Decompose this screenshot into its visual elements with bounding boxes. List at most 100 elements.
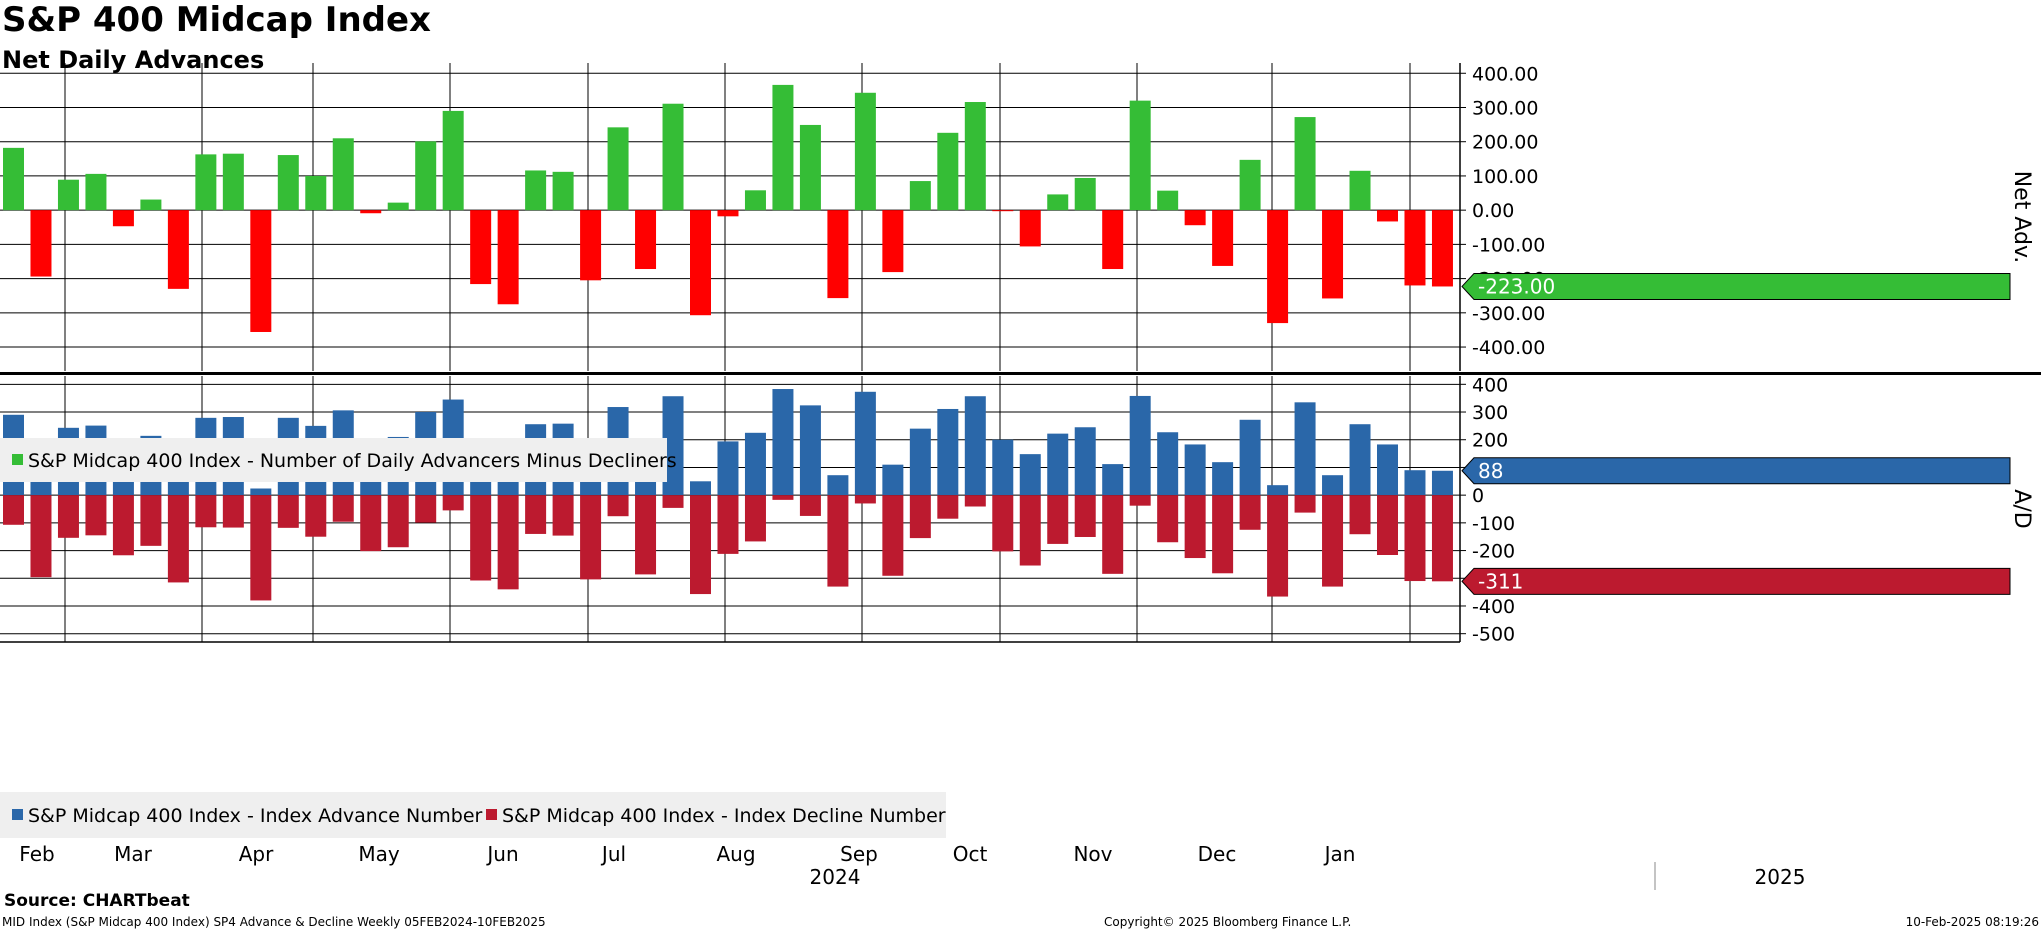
decline-bar	[442, 495, 464, 511]
decline-bar	[112, 495, 134, 556]
net-advance-bar	[112, 210, 134, 227]
y-axis-title: Net Adv.	[2009, 171, 2034, 264]
x-tick-label: Jan	[1323, 842, 1356, 866]
y-tick-label: 0.00	[1472, 200, 1514, 222]
net-advance-bar	[1047, 194, 1069, 211]
net-advance-bar	[607, 127, 629, 211]
advance-bar	[1431, 470, 1453, 496]
top-legend: S&P Midcap 400 Index - Number of Daily A…	[0, 438, 677, 482]
y-axis-title: A/D	[2009, 489, 2034, 528]
decline-bar	[690, 495, 711, 595]
decline-bar	[332, 495, 354, 522]
y-tick-label: 300.00	[1472, 97, 1538, 119]
net-advance-bar	[909, 181, 931, 211]
last-value-tag-decline: -311	[1461, 567, 2011, 595]
decline-bar	[195, 495, 217, 528]
decline-bar	[1294, 495, 1316, 513]
net-advance-bar	[635, 210, 657, 270]
decline-bar	[1129, 495, 1151, 506]
y-tick-label: -500	[1472, 624, 1515, 646]
decline-bar	[799, 495, 821, 516]
x-year-label: 2025	[1755, 865, 1806, 889]
legend-label-net: S&P Midcap 400 Index - Number of Daily A…	[28, 450, 677, 472]
legend-label-decline: S&P Midcap 400 Index - Index Decline Num…	[502, 805, 946, 827]
decline-bar	[964, 495, 986, 507]
net-advance-bar	[1157, 190, 1179, 211]
net-advance-bar	[1267, 210, 1289, 324]
decline-bar	[1239, 495, 1261, 530]
net-advance-bar	[167, 210, 189, 289]
advance-bar	[1074, 427, 1096, 496]
footer-timestamp: 10-Feb-2025 08:19:26	[1905, 915, 2039, 929]
y-tick-label: -400.00	[1472, 337, 1545, 359]
decline-bar	[1074, 495, 1096, 537]
net-advance-bar	[580, 210, 602, 281]
last-value-tag-net-label: -223.00	[1478, 274, 1555, 298]
decline-bar	[1212, 495, 1234, 574]
y-tick-label: -200	[1472, 541, 1515, 563]
legend-background	[0, 792, 946, 838]
y-tick-label: -100	[1472, 513, 1515, 535]
net-advance-bar	[195, 154, 217, 211]
last-value-tags: -223.00 88 -311	[1461, 272, 2011, 595]
x-tick-label: Nov	[1073, 842, 1112, 866]
advance-bar	[1212, 462, 1234, 496]
advance-bar	[744, 432, 766, 496]
net-advance-bar	[1129, 100, 1151, 211]
decline-bar	[277, 495, 299, 528]
x-year-label: 2024	[810, 865, 861, 889]
decline-bar	[717, 495, 739, 554]
decline-bar	[909, 495, 931, 539]
net-advance-bar	[552, 171, 574, 211]
decline-bar	[882, 495, 904, 576]
advance-bar	[1102, 464, 1124, 496]
legends: S&P Midcap 400 Index - Number of Daily A…	[0, 438, 946, 838]
decline-bar	[1157, 495, 1179, 543]
net-advance-bar	[1349, 170, 1371, 211]
x-tick-label: Apr	[239, 842, 274, 866]
legend-label-advance: S&P Midcap 400 Index - Index Advance Num…	[28, 805, 483, 827]
net-advance-bar	[937, 132, 959, 211]
legend-swatch-net	[12, 454, 23, 465]
decline-bar	[607, 495, 629, 517]
x-tick-label: May	[358, 842, 400, 866]
net-advance-bar	[1019, 210, 1041, 247]
net-advance-bar	[1184, 210, 1206, 226]
decline-bar	[1322, 495, 1344, 587]
decline-bar	[827, 495, 849, 587]
footer-description: MID Index (S&P Midcap 400 Index) SP4 Adv…	[2, 915, 546, 929]
decline-bar	[937, 495, 959, 519]
net-advance-bar	[690, 210, 711, 316]
y-tick-label: -400	[1472, 596, 1515, 618]
x-tick-label: Dec	[1198, 842, 1237, 866]
net-advance-bar	[1074, 177, 1096, 211]
advance-bar	[799, 405, 821, 496]
advance-bar	[964, 396, 986, 496]
decline-bar	[772, 495, 794, 500]
advance-bar	[1047, 433, 1069, 496]
net-advance-bar	[1377, 210, 1398, 222]
advance-bar	[1239, 419, 1261, 496]
x-tick-label: Oct	[953, 842, 988, 866]
net-advance-bar	[250, 210, 272, 332]
decline-bar	[525, 495, 547, 534]
decline-bar	[662, 495, 684, 508]
net-advance-bar	[1239, 159, 1261, 211]
net-advances-bars	[3, 84, 1453, 332]
last-value-tag-net-shape	[1461, 272, 2011, 300]
advance-bar	[1157, 432, 1179, 496]
net-advance-bar	[442, 110, 464, 211]
net-advance-bar	[799, 124, 821, 211]
decline-bar	[470, 495, 492, 581]
decline-bar	[415, 495, 437, 523]
net-advance-bar	[1212, 210, 1234, 266]
net-advance-bar	[57, 179, 79, 211]
last-value-tag-net: -223.00	[1461, 272, 2011, 300]
net-advance-bar	[717, 210, 739, 217]
net-advance-bar	[854, 92, 876, 211]
advance-bar	[882, 464, 904, 496]
source-label: Source: CHARTbeat	[4, 891, 190, 911]
net-advance-bar	[222, 153, 244, 211]
net-advance-bar	[1294, 117, 1316, 211]
